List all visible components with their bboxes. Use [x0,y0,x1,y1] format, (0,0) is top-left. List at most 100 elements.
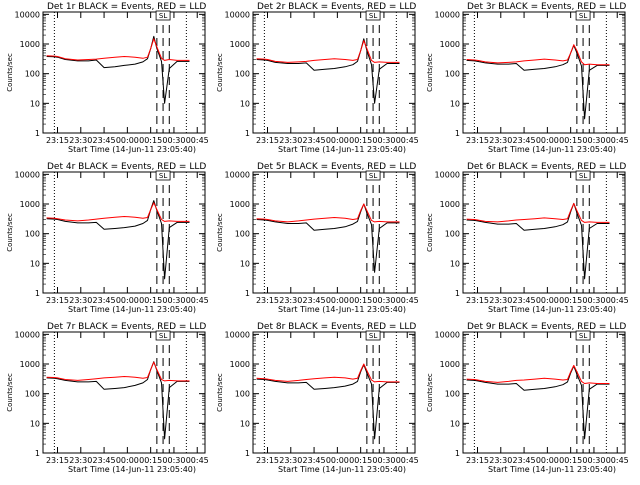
x-tick-label: 00:45 [396,136,419,145]
y-tick-label: 10 [240,99,250,108]
series-line-black [256,203,400,273]
panel-det-1r: Det 1r BLACK = Events, RED = LLD 1 10 100 10… [6,2,209,154]
panel-det-9r: Det 9r BLACK = Events, RED = LLD 1 10 100 10… [426,322,629,474]
x-tick-label: 00:45 [186,456,209,465]
x-tick-label: 23:30 [489,136,512,145]
flag-box [155,330,171,341]
y-tick-label: 10 [30,419,40,428]
flag-box [365,170,381,181]
x-tick-label: 00:00 [116,456,139,465]
series-line-black [256,364,400,440]
panel-det-4r: Det 4r BLACK = Events, RED = LLD 1 10 100 10… [6,162,209,314]
y-tick-label: 10000 [225,170,250,179]
panel-det-6r: Det 6r BLACK = Events, RED = LLD 1 10 100 10… [426,162,629,314]
y-tick-label: 1 [245,129,250,138]
x-tick-label: 23:45 [93,136,116,145]
x-tick-label: 00:45 [186,296,209,305]
x-tick-label: 23:30 [69,136,92,145]
x-axis-label: Start Time (14-Jun-11 23:05:40) [488,465,616,474]
x-tick-label: 00:45 [396,296,419,305]
y-tick-label: 1 [455,449,460,458]
x-tick-label: 23:15 [256,456,279,465]
y-tick-label: 1000 [440,200,460,209]
x-tick-label: 23:30 [489,456,512,465]
x-tick-label: 00:15 [349,456,372,465]
series-line-black [466,44,610,120]
x-axis-label: Start Time (14-Jun-11 23:05:40) [278,305,406,314]
y-tick-label: 1000 [230,360,250,369]
flag-box [575,330,591,341]
x-tick-label: 23:45 [513,296,536,305]
x-tick-label: 00:15 [559,456,582,465]
y-tick-label: 10000 [15,10,40,19]
x-tick-label: 00:15 [349,136,372,145]
series-line-red [256,363,400,383]
x-tick-label: 23:30 [279,296,302,305]
x-tick-label: 23:45 [303,136,326,145]
plot-frame [462,171,626,294]
x-tick-label: 00:30 [582,456,605,465]
series-line-red [466,44,610,66]
x-tick-label: 23:45 [513,456,536,465]
series-line-black [46,200,190,280]
flag-label: SL [369,12,377,20]
y-axis-label: Counts/sec [426,373,434,412]
x-tick-label: 00:30 [162,136,185,145]
x-tick-label: 00:15 [349,296,372,305]
y-tick-label: 100 [25,390,40,399]
flag-label: SL [369,172,377,180]
y-tick-label: 1 [455,289,460,298]
x-tick-label: 23:15 [46,136,69,145]
y-tick-label: 100 [25,230,40,239]
x-tick-label: 23:45 [303,456,326,465]
x-tick-label: 00:15 [139,296,162,305]
flag-label: SL [579,172,587,180]
panel-title: Det 4r BLACK = Events, RED = LLD [47,162,206,172]
y-tick-label: 10 [30,259,40,268]
y-tick-label: 1 [35,289,40,298]
x-tick-label: 23:30 [489,296,512,305]
series-line-red [466,364,610,384]
flag-box [575,10,591,21]
x-tick-label: 00:00 [326,456,349,465]
series-line-red [256,203,400,223]
x-tick-label: 23:30 [69,456,92,465]
y-tick-label: 10000 [435,330,460,339]
y-axis-label: Counts/sec [6,373,14,412]
plot-frame [252,11,416,134]
y-tick-label: 1 [35,449,40,458]
x-tick-label: 23:45 [93,296,116,305]
plot-frame [462,331,626,454]
y-tick-label: 1000 [20,40,40,49]
panel-title: Det 7r BLACK = Events, RED = LLD [47,322,206,332]
x-tick-label: 00:00 [326,296,349,305]
panel-det-5r: Det 5r BLACK = Events, RED = LLD 1 10 100 10… [216,162,419,314]
x-tick-label: 23:45 [93,456,116,465]
flag-label: SL [159,12,167,20]
series-line-red [46,361,190,382]
y-tick-label: 100 [235,70,250,79]
x-tick-label: 23:45 [513,136,536,145]
series-line-red [466,202,610,223]
plot-frame [252,171,416,294]
flag-box [365,10,381,21]
y-tick-label: 10000 [435,10,460,19]
y-tick-label: 1000 [440,40,460,49]
y-tick-label: 10000 [225,330,250,339]
y-tick-label: 1 [455,129,460,138]
x-tick-label: 00:30 [372,456,395,465]
series-line-red [256,40,400,63]
x-tick-label: 00:00 [116,136,139,145]
x-tick-label: 23:15 [256,136,279,145]
flag-box [575,170,591,181]
x-tick-label: 00:15 [139,456,162,465]
y-tick-label: 10000 [435,170,460,179]
panel-det-3r: Det 3r BLACK = Events, RED = LLD 1 10 100 10… [426,2,629,154]
plot-frame [462,11,626,134]
series-line-red [46,202,190,222]
x-tick-label: 23:15 [466,136,489,145]
x-tick-label: 00:15 [559,296,582,305]
x-tick-label: 23:30 [69,296,92,305]
